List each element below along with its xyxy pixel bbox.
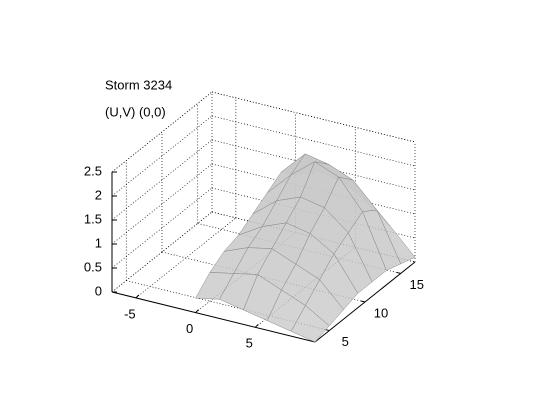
grid-line (111, 163, 213, 245)
grid-line (211, 115, 416, 167)
x-tick (135, 294, 140, 299)
y-tick (396, 271, 401, 274)
grid-line (211, 91, 416, 143)
y-tick-label: 10 (374, 305, 388, 320)
grid-line (135, 217, 237, 299)
x-axis (111, 291, 316, 343)
x-tick-label: 0 (186, 321, 193, 336)
z-tick-label: 1 (95, 235, 102, 250)
surface-patch (290, 305, 330, 343)
grid-line (211, 139, 416, 191)
grid-line (111, 91, 213, 173)
grid-line (195, 232, 296, 313)
grid-line (111, 115, 213, 197)
chart-subtitle: (U,V) (0,0) (105, 104, 166, 119)
x-tick-label: -5 (124, 306, 136, 321)
x-tick (254, 323, 259, 328)
y-tick-label: 15 (409, 277, 423, 292)
y-tick (360, 300, 366, 303)
grid-line (111, 187, 213, 269)
y-tick-label: 5 (342, 334, 349, 349)
z-tick-label: 0.5 (84, 259, 102, 274)
z-tick-label: 1.5 (84, 211, 102, 226)
z-tick-label: 0 (95, 283, 102, 298)
chart-title: Storm 3234 (105, 77, 172, 92)
x-tick (195, 309, 199, 313)
grid-line (211, 163, 416, 215)
grid-line (111, 139, 213, 221)
z-tick-label: 2 (95, 187, 102, 202)
z-tick-label: 2.5 (84, 163, 102, 178)
grid-line (111, 211, 213, 293)
x-tick-label: 5 (246, 336, 253, 351)
